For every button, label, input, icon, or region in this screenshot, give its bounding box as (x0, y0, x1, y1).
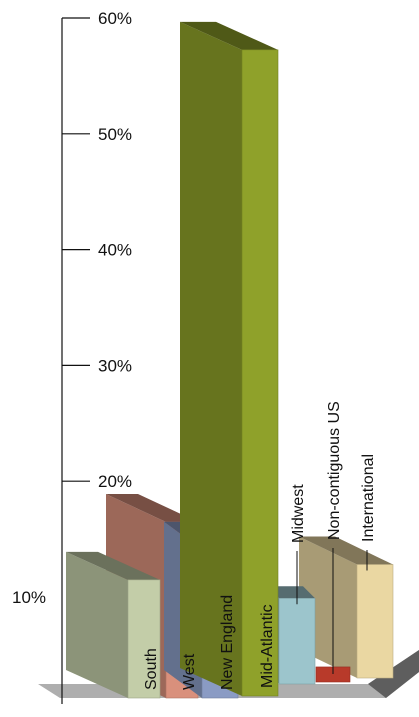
bar-top (267, 586, 315, 599)
category-label-new-england: New England (219, 595, 236, 690)
bar-top (66, 551, 160, 580)
category-label-mid-atlantic: Mid-Atlantic (259, 604, 276, 688)
y-tick-label: 30% (98, 356, 132, 375)
bar-top (180, 21, 278, 50)
y-tick-label: 60% (98, 9, 132, 28)
category-label-non-contiguous-us: Non-contiguous US (326, 401, 343, 540)
bars (66, 21, 394, 699)
bar-front (278, 598, 316, 685)
chart-floor-edge (368, 650, 419, 698)
y-tick-label: 20% (98, 472, 132, 491)
y-tick-label: 40% (98, 241, 132, 260)
y-tick-label: 50% (98, 125, 132, 144)
bar-top (299, 536, 393, 565)
bar-front (356, 564, 394, 679)
category-label-west: West (181, 653, 198, 690)
y-axis: 60% 50% 40% 30% 20% 10% (12, 9, 132, 704)
category-label-international: International (360, 454, 377, 542)
y-tick-label: 10% (12, 588, 46, 607)
bar-front (241, 49, 279, 697)
category-label-south: South (143, 648, 160, 690)
bar-international (299, 536, 394, 679)
bar-side (180, 21, 242, 697)
category-label-midwest: Midwest (290, 484, 307, 543)
bar-mid-atlantic (180, 21, 279, 697)
bar-side (66, 551, 128, 698)
bar-front (127, 579, 161, 699)
bar-south (66, 551, 161, 699)
bar-top (106, 493, 198, 522)
bar-labels: South West New England Mid-Atlantic Midwest N… (143, 401, 377, 690)
